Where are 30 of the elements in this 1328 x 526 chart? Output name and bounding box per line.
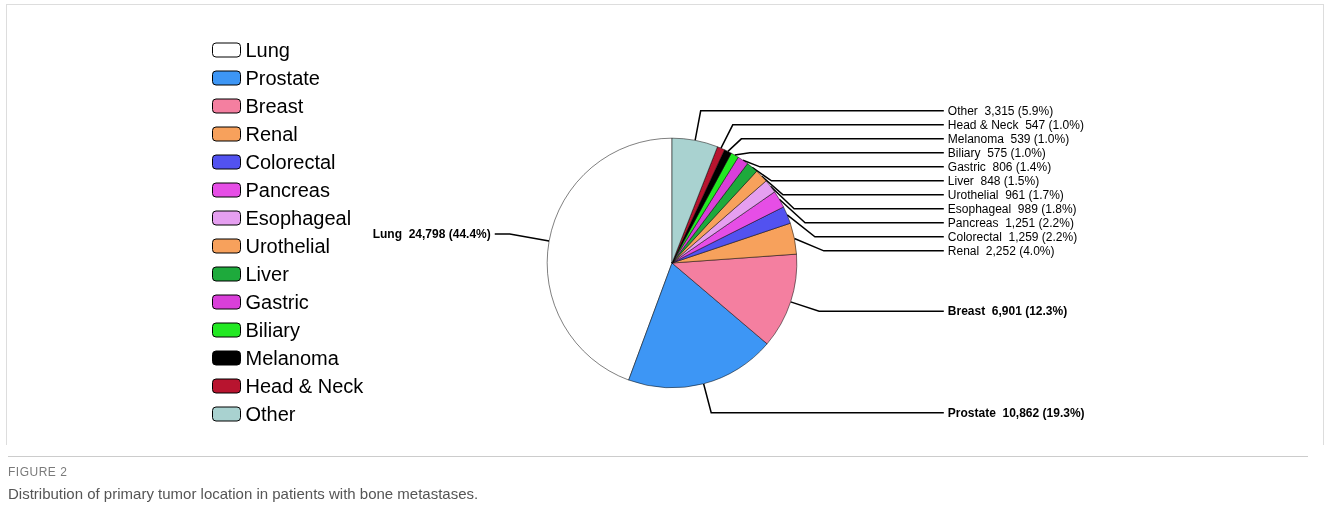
category-label: Colorectal 1,259 (2.2%): [947, 229, 1078, 244]
legend-label: Pancreas: [245, 179, 330, 201]
legend-label: Gastric: [245, 291, 309, 313]
legend-label: Biliary: [245, 319, 300, 341]
legend-label: Breast: [245, 95, 304, 117]
legend-label: Urothelial: [245, 235, 330, 257]
category-label: Gastric 806 (1.4%): [947, 159, 1052, 174]
legend-label: Colorectal: [245, 151, 336, 173]
category-label: Urothelial 961 (1.7%): [947, 187, 1064, 202]
category-label: Biliary 575 (1.0%): [947, 145, 1046, 160]
category-label: Head & Neck 547 (1.0%): [947, 117, 1084, 132]
legend-label: Prostate: [245, 67, 320, 89]
category-label: Prostate 10,862 (19.3%): [947, 405, 1085, 420]
legend-label: Melanoma: [245, 347, 340, 369]
category-label: Melanoma 539 (1.0%): [947, 131, 1070, 146]
caption: FIGURE 2: [8, 465, 69, 479]
category-label: Liver 848 (1.5%): [947, 173, 1040, 188]
category-label: Renal 2,252 (4.0%): [947, 243, 1055, 258]
category-label: Lung 24,798 (44.4%): [372, 226, 491, 241]
category-label: Esophageal 989 (1.8%): [947, 201, 1077, 216]
category-label: Other 3,315 (5.9%): [947, 103, 1054, 118]
text: Distribution of primary tumor location in patients with bone metastases.: [8, 485, 480, 502]
legend-label: Head & Neck: [245, 375, 365, 397]
category-label: Breast 6,901 (12.3%): [947, 304, 1068, 319]
legend-label: Lung: [245, 39, 290, 61]
legend-label: Liver: [245, 263, 290, 285]
legend-label: Other: [245, 403, 296, 425]
category-label: Pancreas 1,251 (2.2%): [947, 215, 1074, 230]
legend-label: Renal: [245, 123, 298, 145]
legend-label: Esophageal: [245, 207, 352, 229]
